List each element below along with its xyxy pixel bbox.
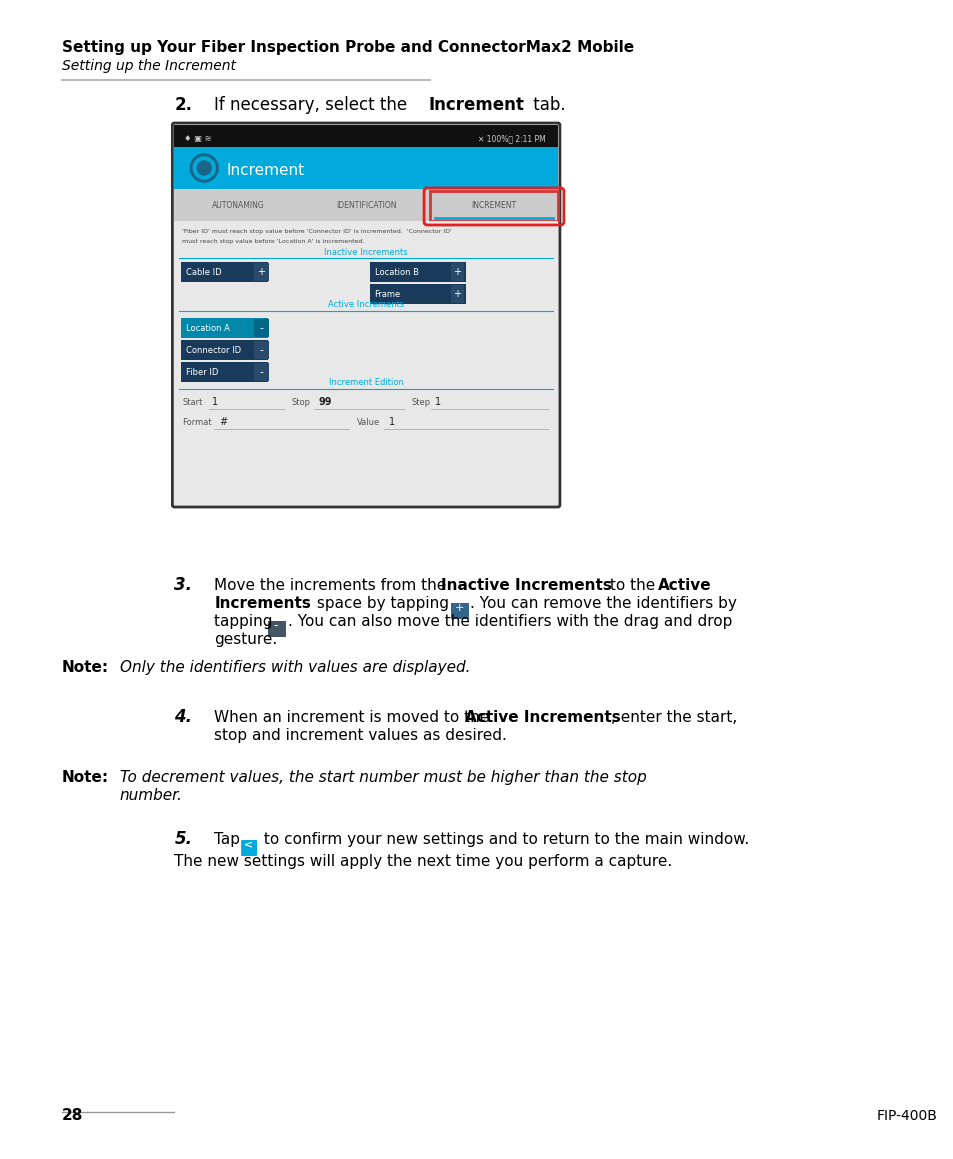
Text: 4.: 4. <box>174 708 193 726</box>
Text: Active: Active <box>657 578 710 593</box>
Text: Note:: Note: <box>62 659 109 675</box>
Text: Increment Edition: Increment Edition <box>329 378 403 387</box>
FancyBboxPatch shape <box>172 123 559 506</box>
Text: Setting up the Increment: Setting up the Increment <box>62 59 235 73</box>
Text: The new settings will apply the next time you perform a capture.: The new settings will apply the next tim… <box>174 854 672 869</box>
FancyBboxPatch shape <box>369 284 466 304</box>
Text: 1: 1 <box>388 417 395 427</box>
Text: Location B: Location B <box>375 268 418 277</box>
FancyBboxPatch shape <box>253 319 269 337</box>
Text: Setting up Your Fiber Inspection Probe and ConnectorMax2 Mobile: Setting up Your Fiber Inspection Probe a… <box>62 41 633 54</box>
Text: FIP-400B: FIP-400B <box>876 1109 937 1123</box>
Text: -: - <box>259 345 263 355</box>
Text: Increments: Increments <box>214 596 311 611</box>
Circle shape <box>197 161 211 175</box>
FancyBboxPatch shape <box>268 621 286 637</box>
Text: 1: 1 <box>435 398 441 407</box>
Text: gesture.: gesture. <box>214 632 277 647</box>
Text: Active Increments: Active Increments <box>465 710 620 726</box>
FancyBboxPatch shape <box>174 189 558 221</box>
Text: Cable ID: Cable ID <box>186 268 222 277</box>
Text: to the: to the <box>604 578 659 593</box>
Text: +: + <box>453 267 461 277</box>
Text: number.: number. <box>119 788 182 803</box>
Text: INCREMENT: INCREMENT <box>471 201 516 210</box>
Text: -: - <box>259 323 263 333</box>
Circle shape <box>193 156 215 178</box>
Text: Inactive Increments: Inactive Increments <box>324 248 408 257</box>
Text: 28: 28 <box>62 1108 83 1123</box>
Text: tab.: tab. <box>528 96 565 114</box>
Text: Location A: Location A <box>186 325 230 333</box>
Text: +: + <box>256 267 265 277</box>
Text: 'Fiber ID' must reach stop value before 'Connector ID' is incremented.  'Connect: 'Fiber ID' must reach stop value before … <box>182 229 452 234</box>
Text: 5.: 5. <box>174 830 193 848</box>
Text: 1: 1 <box>212 398 218 407</box>
Text: tapping: tapping <box>214 614 277 629</box>
Text: ♦ ▣ ≋: ♦ ▣ ≋ <box>184 134 212 143</box>
Text: +: + <box>453 289 461 299</box>
FancyBboxPatch shape <box>451 263 464 280</box>
Text: Fiber ID: Fiber ID <box>186 369 218 377</box>
Text: stop and increment values as desired.: stop and increment values as desired. <box>214 728 507 743</box>
Circle shape <box>190 154 218 182</box>
Text: . You can remove the identifiers by: . You can remove the identifiers by <box>470 596 737 611</box>
Text: <: < <box>243 840 253 850</box>
Text: IDENTIFICATION: IDENTIFICATION <box>335 201 396 210</box>
Text: Stop: Stop <box>292 398 311 407</box>
Text: -: - <box>274 619 278 632</box>
Text: space by tapping: space by tapping <box>312 596 454 611</box>
Text: Move the increments from the: Move the increments from the <box>214 578 451 593</box>
Text: 3.: 3. <box>174 576 193 595</box>
FancyBboxPatch shape <box>253 363 269 381</box>
FancyBboxPatch shape <box>181 340 268 360</box>
FancyBboxPatch shape <box>174 221 558 505</box>
FancyBboxPatch shape <box>241 840 256 857</box>
FancyBboxPatch shape <box>369 262 466 282</box>
Text: To decrement values, the start number must be higher than the stop: To decrement values, the start number mu… <box>119 770 645 785</box>
Text: -: - <box>259 367 263 377</box>
Text: Increment: Increment <box>428 96 524 114</box>
Text: +: + <box>455 603 463 613</box>
Text: Only the identifiers with values are displayed.: Only the identifiers with values are dis… <box>119 659 470 675</box>
Text: AUTONAMING: AUTONAMING <box>212 201 264 210</box>
Text: to confirm your new settings and to return to the main window.: to confirm your new settings and to retu… <box>259 832 748 847</box>
FancyBboxPatch shape <box>451 603 469 619</box>
Text: Tap: Tap <box>214 832 245 847</box>
FancyBboxPatch shape <box>253 263 269 280</box>
Text: Value: Value <box>356 418 379 427</box>
FancyBboxPatch shape <box>253 341 269 359</box>
Text: 2.: 2. <box>174 96 193 114</box>
FancyBboxPatch shape <box>181 262 268 282</box>
Text: Step: Step <box>411 398 430 407</box>
FancyBboxPatch shape <box>181 362 268 382</box>
Text: . You can also move the identifiers with the drag and drop: . You can also move the identifiers with… <box>288 614 732 629</box>
FancyBboxPatch shape <box>174 125 558 147</box>
Text: Format: Format <box>182 418 212 427</box>
Text: Active Increments: Active Increments <box>328 300 404 309</box>
Text: If necessary, select the: If necessary, select the <box>214 96 412 114</box>
Text: Frame: Frame <box>375 290 400 299</box>
Text: 99: 99 <box>318 398 332 407</box>
Text: When an increment is moved to the: When an increment is moved to the <box>214 710 494 726</box>
FancyBboxPatch shape <box>174 147 558 189</box>
FancyBboxPatch shape <box>181 318 268 338</box>
Text: Connector ID: Connector ID <box>186 347 241 355</box>
Text: ✕ 100%🔋 2:11 PM: ✕ 100%🔋 2:11 PM <box>477 134 545 143</box>
Text: #: # <box>219 417 227 427</box>
Text: Start: Start <box>182 398 202 407</box>
Text: must reach stop value before 'Location A' is incremented.: must reach stop value before 'Location A… <box>182 239 364 245</box>
FancyBboxPatch shape <box>451 285 464 302</box>
Text: , enter the start,: , enter the start, <box>610 710 737 726</box>
Text: Increment: Increment <box>226 163 304 178</box>
Text: Inactive Increments: Inactive Increments <box>441 578 612 593</box>
Text: Note:: Note: <box>62 770 109 785</box>
